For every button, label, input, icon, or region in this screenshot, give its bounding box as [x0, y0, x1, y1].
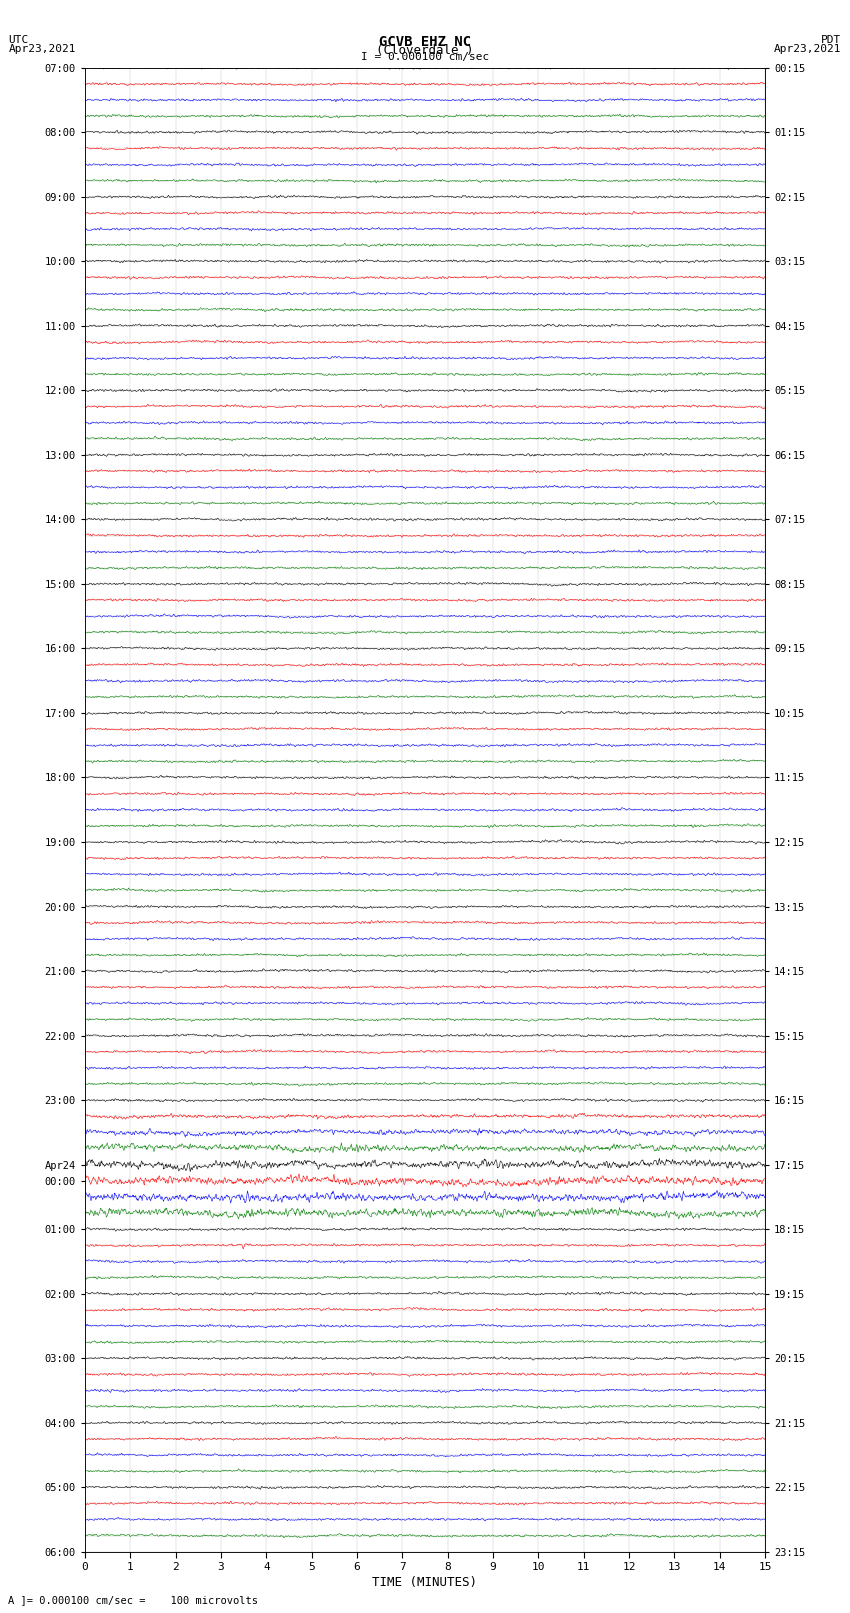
Text: Apr23,2021: Apr23,2021 — [8, 44, 76, 53]
Text: I = 0.000100 cm/sec: I = 0.000100 cm/sec — [361, 52, 489, 61]
Text: A ]= 0.000100 cm/sec =    100 microvolts: A ]= 0.000100 cm/sec = 100 microvolts — [8, 1595, 258, 1605]
Text: GCVB EHZ NC: GCVB EHZ NC — [379, 35, 471, 48]
Text: UTC: UTC — [8, 35, 29, 45]
Text: (Cloverdale ): (Cloverdale ) — [377, 44, 473, 56]
X-axis label: TIME (MINUTES): TIME (MINUTES) — [372, 1576, 478, 1589]
Text: PDT: PDT — [821, 35, 842, 45]
Text: Apr23,2021: Apr23,2021 — [774, 44, 842, 53]
